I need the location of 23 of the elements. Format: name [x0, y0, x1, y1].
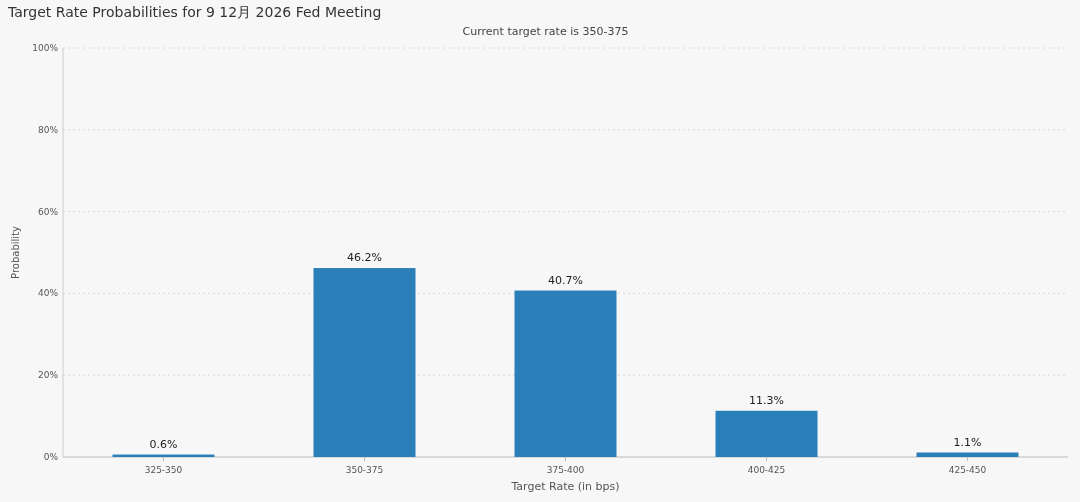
x-tick-label: 375-400 [546, 465, 585, 475]
bar [313, 268, 416, 457]
y-tick-label: 0% [43, 452, 59, 462]
y-tick-label: 20% [37, 370, 59, 381]
data-label: 1.1% [953, 435, 982, 449]
y-tick-label: 100% [32, 43, 59, 53]
data-label: 0.6% [149, 437, 178, 451]
y-axis-title: Probability [10, 225, 21, 279]
data-label: 46.2% [347, 251, 382, 265]
chart-subtitle: Current target rate is 350-375 [462, 25, 629, 38]
x-axis-title: Target Rate (in bps) [510, 480, 620, 493]
y-tick-label: 60% [37, 206, 59, 217]
chart-title: Target Rate Probabilities for 9 12月 2026 Fed Meeting [7, 4, 382, 20]
bar [514, 290, 617, 457]
data-label: 11.3% [749, 393, 784, 407]
x-tick-label: 400-425 [747, 465, 786, 475]
bar [715, 410, 818, 457]
x-tick-label: 325-350 [144, 465, 183, 475]
data-label: 40.7% [548, 273, 583, 287]
x-tick-label: 425-450 [948, 465, 987, 475]
y-tick-label: 80% [37, 124, 59, 135]
y-tick-label: 40% [37, 288, 59, 299]
x-tick-label: 350-375 [345, 465, 384, 475]
